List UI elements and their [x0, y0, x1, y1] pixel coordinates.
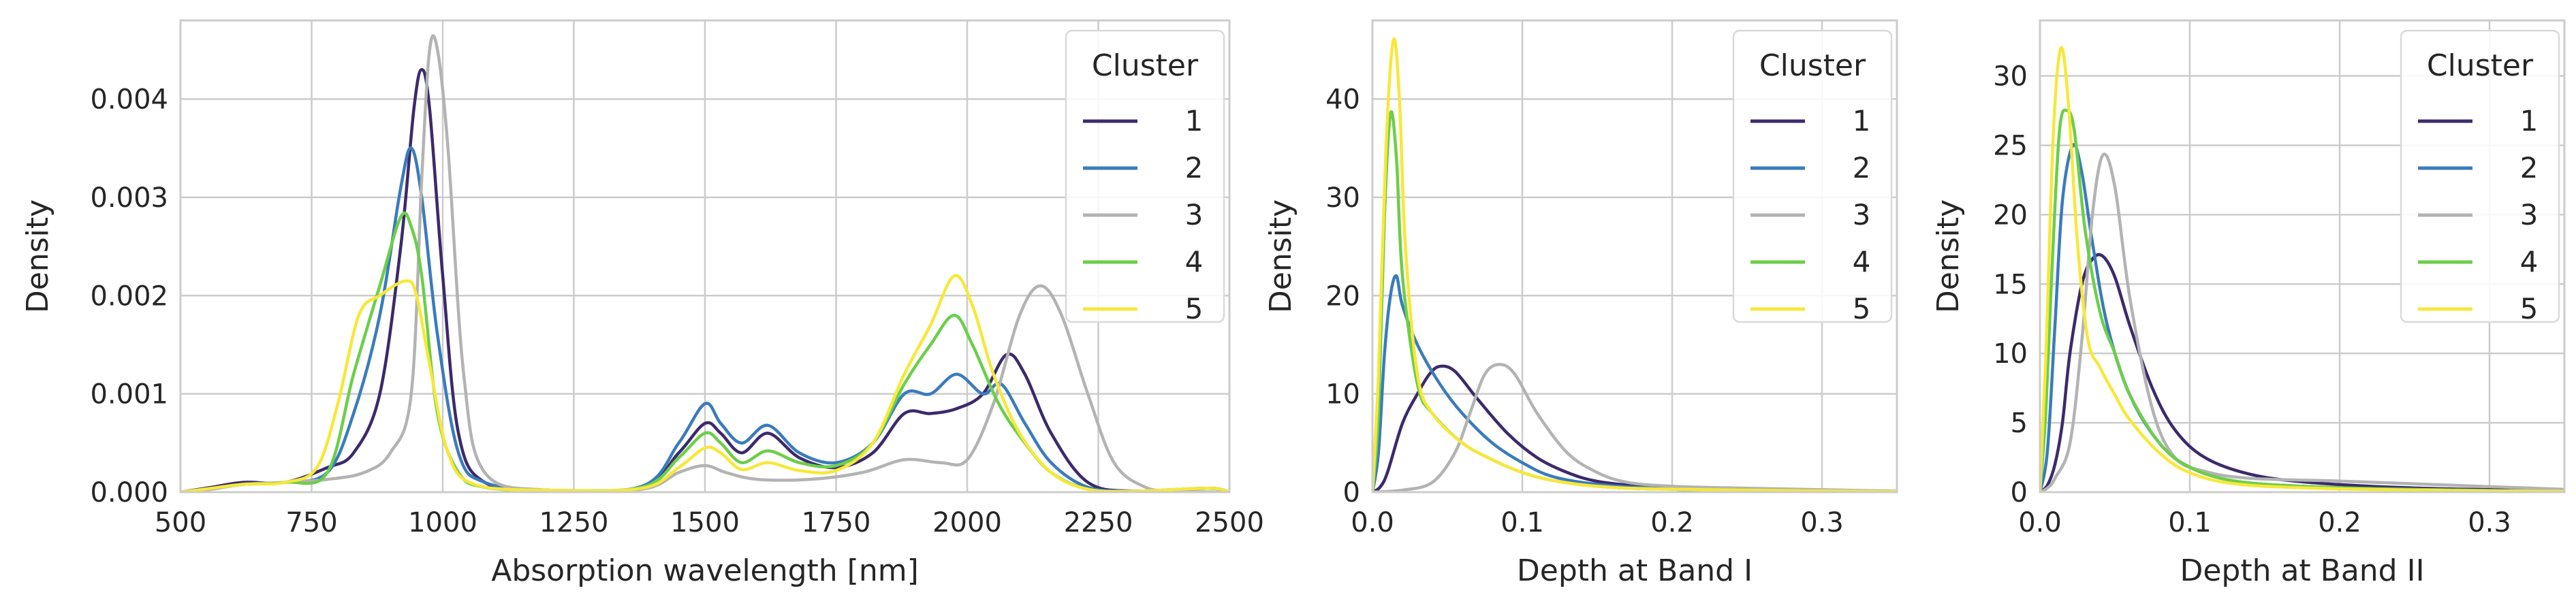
x-tick-label: 2000: [932, 507, 1002, 538]
legend-label: 2: [1185, 151, 1204, 184]
series-line-3: [2040, 152, 2564, 492]
legend-label: 1: [1185, 104, 1204, 138]
y-tick-label: 10: [1325, 379, 1360, 410]
y-tick-label: 5: [2011, 408, 2028, 439]
x-tick-label: 1000: [408, 507, 477, 538]
x-axis-label: Depth at Band I: [1517, 553, 1753, 588]
series-line-2: [180, 146, 1229, 492]
x-tick-label: 2250: [1064, 507, 1133, 538]
y-tick-label: 0.003: [90, 182, 168, 214]
series-line-5: [2040, 46, 2564, 492]
legend-title: Cluster: [1092, 48, 1199, 83]
legend-label: 5: [1853, 292, 1871, 325]
x-tick-label: 0.1: [1501, 507, 1544, 538]
legend-label: 4: [2520, 245, 2539, 278]
x-tick-label: 0.1: [2168, 507, 2212, 538]
x-tick-label: 2500: [1195, 507, 1264, 538]
y-axis-label: Density: [20, 199, 55, 313]
legend-label: 2: [2520, 151, 2539, 184]
legend-box: [1732, 29, 1893, 323]
series-line-5: [1372, 37, 1897, 492]
y-tick-label: 0.002: [90, 280, 168, 312]
legend: Cluster 1 2 3 4 5: [1065, 29, 1225, 325]
x-tick-label: 0.3: [2468, 507, 2511, 538]
y-tick-label: 25: [1993, 130, 2028, 161]
legend-label: 5: [2520, 292, 2539, 325]
x-tick-label: 750: [285, 507, 337, 538]
y-tick-label: 0.000: [90, 477, 168, 508]
plot-frame: [1371, 19, 1898, 494]
series-line-5: [180, 274, 1229, 492]
series-line-4: [180, 211, 1229, 492]
legend-label: 3: [1185, 198, 1204, 231]
legend-label: 4: [1853, 245, 1871, 278]
x-tick-label: 500: [155, 507, 206, 538]
legend: Cluster 1 2 3 4 5: [1732, 29, 1893, 325]
y-tick-label: 30: [1993, 61, 2028, 93]
legend-box: [2400, 29, 2560, 323]
legend-box: [1065, 29, 1225, 323]
plot-frame: [179, 19, 1231, 494]
series-group: [2040, 46, 2564, 492]
legend: Cluster 1 2 3 4 5: [2400, 29, 2560, 325]
legend-label: 3: [2520, 198, 2539, 231]
x-tick-label: 1250: [539, 507, 609, 538]
y-tick-label: 30: [1325, 182, 1360, 214]
y-tick-label: 20: [1993, 199, 2028, 231]
y-axis-label: Density: [1931, 199, 1966, 313]
series-group: [180, 34, 1229, 492]
legend-title: Cluster: [2427, 48, 2534, 83]
y-tick-label: 40: [1325, 84, 1360, 116]
chart-panel-2: 0.0 0.1 0.2 0.3 0 10 20 30 40 Depth at Band I Dens…: [1263, 19, 1898, 588]
y-tick-label: 0: [1343, 477, 1360, 508]
y-tick-label: 0.001: [90, 379, 168, 410]
series-line-1: [2040, 253, 2564, 492]
x-tick-label: 0.0: [2018, 507, 2062, 538]
x-axis-label: Depth at Band II: [2180, 553, 2424, 588]
series-line-3: [1372, 363, 1897, 492]
x-tick-label: 0.2: [2318, 507, 2361, 538]
legend-label: 4: [1185, 245, 1204, 278]
x-tick-label: 0.0: [1351, 507, 1394, 538]
x-tick-label: 0.2: [1650, 507, 1694, 538]
y-tick-label: 20: [1325, 280, 1360, 312]
legend-label: 5: [1185, 292, 1204, 325]
y-axis-label: Density: [1263, 199, 1298, 313]
series-group: [1372, 37, 1897, 492]
series-line-1: [1372, 364, 1897, 492]
y-tick-label: 10: [1993, 338, 2028, 370]
legend-label: 3: [1853, 198, 1871, 231]
plot-frame: [2039, 19, 2566, 494]
legend-label: 2: [1853, 151, 1871, 184]
x-axis-label: Absorption wavelength [nm]: [491, 553, 919, 588]
x-tick-label: 1750: [802, 507, 871, 538]
x-tick-label: 0.3: [1800, 507, 1844, 538]
legend-label: 1: [1853, 104, 1871, 138]
legend-title: Cluster: [1759, 48, 1866, 83]
chart-panel-1: 500 750 1000 1250 1500 1750 2000 2250 2500 0.000 0…: [20, 19, 1264, 588]
y-tick-label: 0.004: [90, 84, 168, 116]
legend-label: 1: [2520, 104, 2539, 138]
y-tick-label: 15: [1993, 269, 2028, 300]
y-tick-label: 0: [2011, 477, 2028, 508]
x-tick-label: 1500: [670, 507, 740, 538]
